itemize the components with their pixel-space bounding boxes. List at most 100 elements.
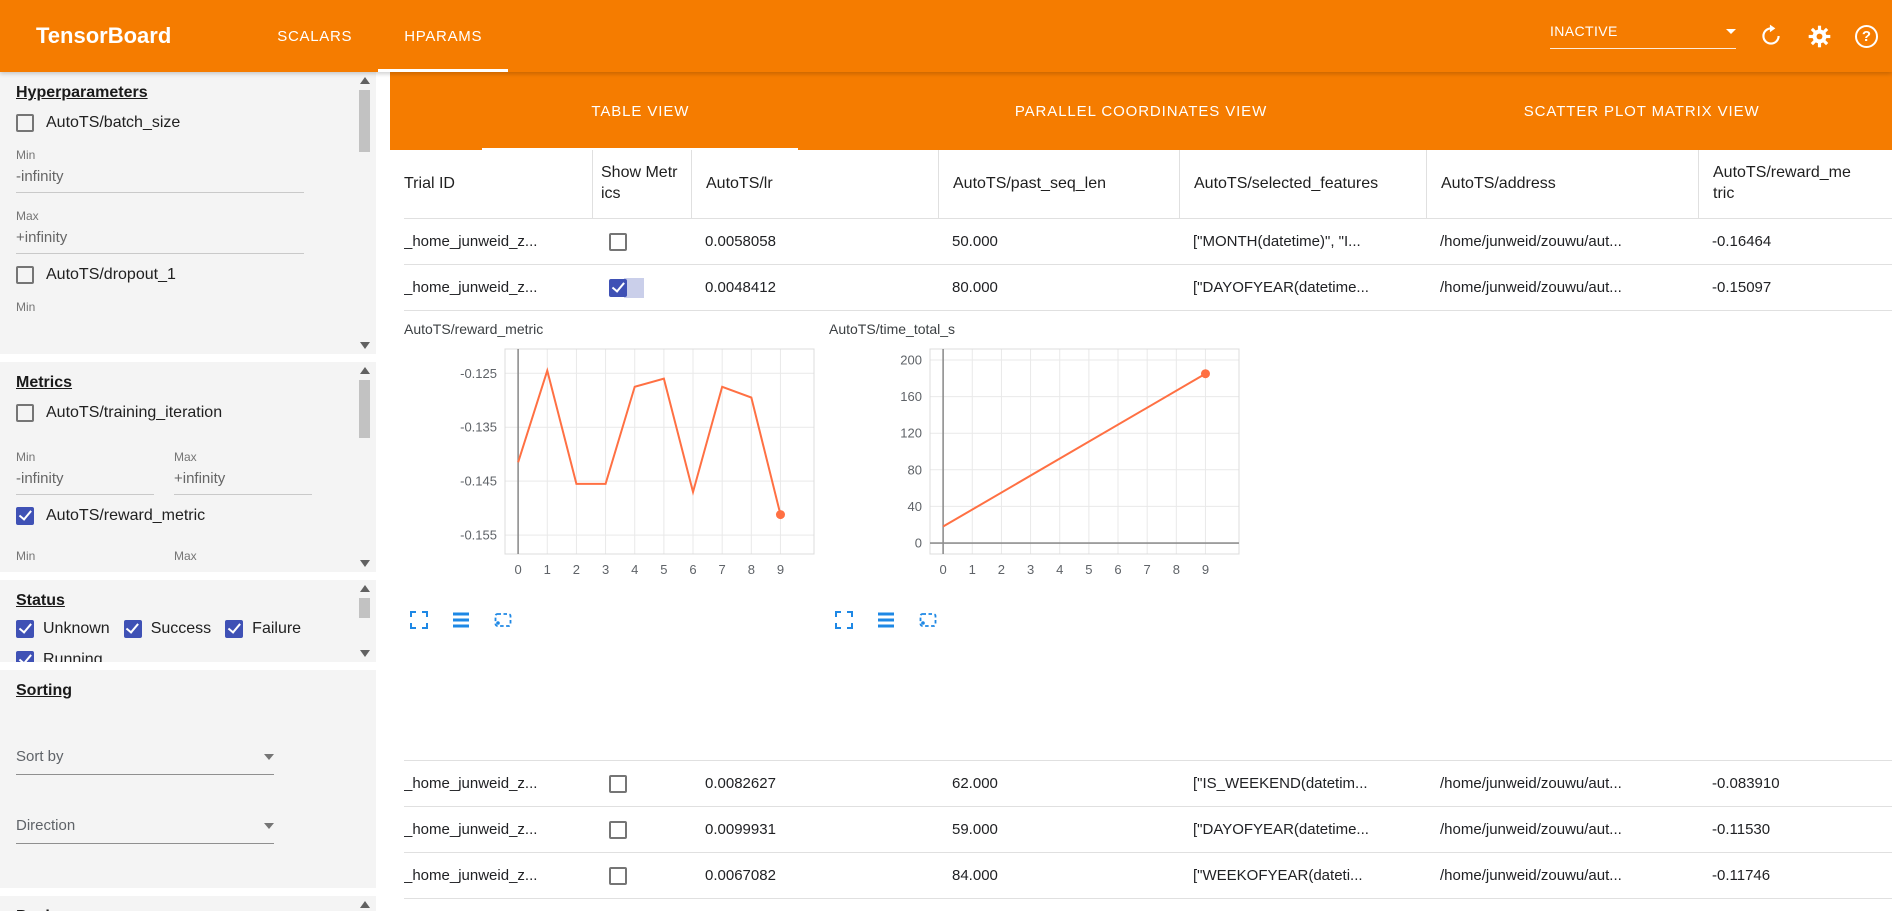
max-input[interactable]: +infinity: [174, 464, 312, 495]
sorting-section: Sorting Sort by Direction: [0, 670, 376, 888]
unknown-checkbox[interactable]: [16, 620, 34, 638]
cell-show-metrics: [592, 265, 691, 310]
cell-lr: 0.0058058: [705, 233, 776, 250]
status-success[interactable]: Success: [123, 620, 212, 638]
expand-chart-button[interactable]: [833, 609, 855, 631]
metric-reward-row[interactable]: AutoTS/reward_metric: [16, 507, 346, 525]
svg-text:160: 160: [900, 389, 922, 404]
cell-trial-id: _home_junweid_z...: [404, 279, 538, 296]
show-metrics-checkbox[interactable]: [609, 232, 627, 251]
scroll-up-icon[interactable]: [360, 77, 370, 84]
settings-button[interactable]: [1806, 23, 1833, 50]
refresh-button[interactable]: [1758, 23, 1784, 49]
svg-text:3: 3: [1027, 562, 1034, 577]
hparam-batch-size-row[interactable]: AutoTS/batch_size: [16, 114, 346, 132]
scroll-down-icon[interactable]: [360, 560, 370, 567]
svg-text:3: 3: [602, 562, 609, 577]
cell-lr: 0.0082627: [705, 775, 776, 792]
paging-heading: Paging: [16, 908, 346, 911]
batch-size-label: AutoTS/batch_size: [46, 114, 181, 131]
scroll-up-icon[interactable]: [360, 901, 370, 908]
section-scrollbar[interactable]: [358, 585, 372, 657]
app-logo: TensorBoard: [36, 23, 172, 48]
show-metrics-checkbox[interactable]: [609, 774, 627, 793]
min-input[interactable]: -infinity: [16, 464, 154, 495]
data-table-button[interactable]: [875, 609, 897, 631]
max-input[interactable]: +infinity: [16, 223, 304, 254]
min-label: Min: [16, 300, 36, 314]
tab-scatter-plot-matrix-view[interactable]: SCATTER PLOT MATRIX VIEW: [1523, 102, 1760, 120]
hyperparameters-section: Hyperparameters AutoTS/batch_size Min -i…: [0, 72, 376, 354]
sort-by-dropdown[interactable]: Sort by: [16, 748, 274, 775]
table-row[interactable]: _home_junweid_z... 0.0058058 50.000 ["MO…: [404, 219, 1892, 265]
failure-checkbox[interactable]: [225, 620, 244, 638]
direction-dropdown[interactable]: Direction: [16, 817, 274, 844]
scroll-down-icon[interactable]: [360, 342, 370, 349]
cell-reward-metric: -0.11530: [1712, 821, 1771, 838]
fit-domain-button[interactable]: [917, 609, 939, 631]
status-unknown[interactable]: Unknown: [16, 620, 110, 638]
data-table-button[interactable]: [450, 609, 472, 631]
scroll-down-icon[interactable]: [360, 650, 370, 657]
scrollbar-thumb[interactable]: [359, 90, 370, 152]
cell-selected-features: ["IS_WEEKEND(datetim...: [1193, 775, 1368, 792]
scrollbar-thumb[interactable]: [359, 598, 370, 618]
fit-selection-icon: [494, 613, 512, 627]
show-metrics-checkbox[interactable]: [609, 866, 627, 885]
cell-lr: 0.0099931: [705, 821, 776, 838]
time-total-line-chart[interactable]: 0 1 2 3 4 5 6 7 8 9 0 40 80 120 160 200: [829, 341, 1253, 590]
view-tabs: TABLE VIEW PARALLEL COORDINATES VIEW SCA…: [390, 72, 1892, 150]
status-heading: Status: [16, 592, 65, 609]
col-past-seq-len: AutoTS/past_seq_len: [938, 150, 1179, 218]
status-running[interactable]: Running: [16, 651, 103, 662]
time-total-chart-block: AutoTS/time_total_s 0 1 2 3 4 5 6 7 8 9 0 40 80 120 16…: [829, 319, 1254, 760]
min-input[interactable]: -infinity: [16, 162, 304, 193]
svg-text:9: 9: [1202, 562, 1209, 577]
col-show-metrics: Show Metrics: [592, 150, 691, 218]
training-iteration-checkbox[interactable]: [16, 404, 34, 422]
tab-scalars[interactable]: SCALARS: [277, 27, 353, 45]
batch-size-checkbox[interactable]: [16, 114, 34, 132]
tab-hparams[interactable]: HPARAMS: [378, 0, 509, 72]
svg-text:5: 5: [660, 562, 667, 577]
success-label: Success: [150, 620, 212, 637]
scrollbar-thumb[interactable]: [359, 380, 370, 438]
cell-trial-id: _home_junweid_z...: [404, 233, 538, 250]
hparam-dropout-row[interactable]: AutoTS/dropout_1: [16, 266, 346, 284]
min-label: Min: [16, 450, 36, 464]
scroll-up-icon[interactable]: [360, 585, 370, 592]
top-nav: SCALARS HPARAMS: [251, 0, 509, 72]
tab-table-view[interactable]: TABLE VIEW: [390, 72, 891, 150]
section-scrollbar[interactable]: [358, 367, 372, 567]
reward-metric-checkbox[interactable]: [16, 507, 34, 525]
status-dropdown[interactable]: INACTIVE: [1550, 23, 1736, 49]
svg-text:8: 8: [748, 562, 755, 577]
table-row[interactable]: _home_junweid_z... 0.0082627 62.000 ["IS…: [404, 761, 1892, 807]
metric-training-iteration-row[interactable]: AutoTS/training_iteration: [16, 404, 346, 422]
table-row[interactable]: _home_junweid_z... 0.0067082 84.000 ["WE…: [404, 853, 1892, 899]
help-button[interactable]: ?: [1855, 24, 1878, 48]
table-row[interactable]: _home_junweid_z... 0.0048412 80.000 ["DA…: [404, 265, 1892, 311]
metrics-heading: Metrics: [16, 374, 73, 391]
cell-lr: 0.0067082: [705, 867, 776, 884]
hparams-sidebar: Hyperparameters AutoTS/batch_size Min -i…: [0, 72, 390, 911]
scroll-up-icon[interactable]: [360, 367, 370, 374]
data-table-icon: [453, 612, 469, 628]
reward-metric-line-chart[interactable]: 0 1 2 3 4 5 6 7 8 9 -0.125 -0.135 -0.145 -0.155: [404, 341, 828, 590]
running-checkbox[interactable]: [16, 651, 34, 662]
expand-icon: [835, 611, 853, 629]
show-metrics-checkbox[interactable]: [609, 820, 627, 839]
svg-text:7: 7: [719, 562, 726, 577]
expand-chart-button[interactable]: [408, 609, 430, 631]
section-scrollbar[interactable]: [358, 901, 372, 911]
col-lr: AutoTS/lr: [691, 150, 938, 218]
table-row[interactable]: _home_junweid_z... 0.0099931 59.000 ["DA…: [404, 807, 1892, 853]
success-checkbox[interactable]: [123, 620, 142, 638]
show-metrics-checkbox[interactable]: [609, 278, 627, 297]
section-scrollbar[interactable]: [358, 77, 372, 349]
status-failure[interactable]: Failure: [225, 620, 301, 638]
fit-domain-button[interactable]: [492, 609, 514, 631]
col-trial-id: Trial ID: [404, 174, 455, 192]
tab-parallel-coordinates-view[interactable]: PARALLEL COORDINATES VIEW: [1014, 102, 1268, 120]
dropout-checkbox[interactable]: [16, 266, 34, 284]
